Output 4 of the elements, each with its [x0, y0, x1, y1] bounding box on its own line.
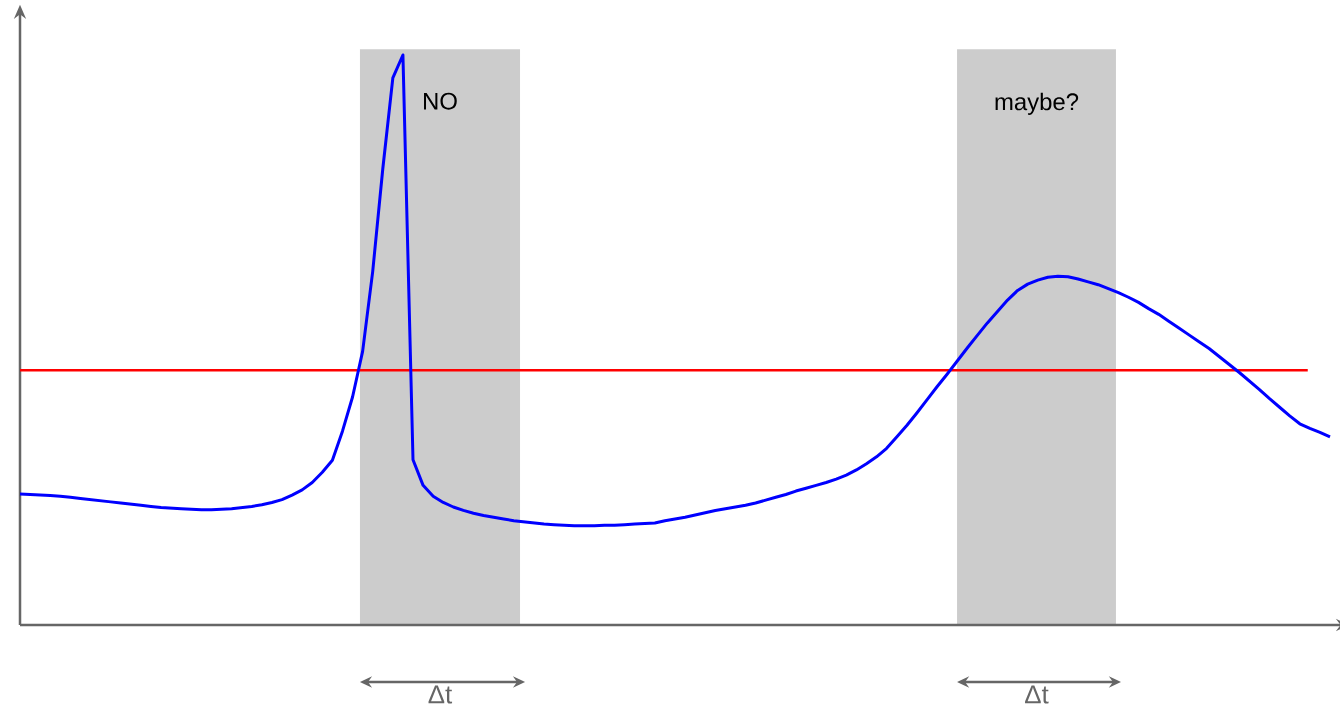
annotation: maybe? [995, 92, 1079, 116]
text: Δt [1025, 685, 1049, 704]
text: Δt [428, 685, 453, 704]
annotation: NO [424, 92, 457, 110]
